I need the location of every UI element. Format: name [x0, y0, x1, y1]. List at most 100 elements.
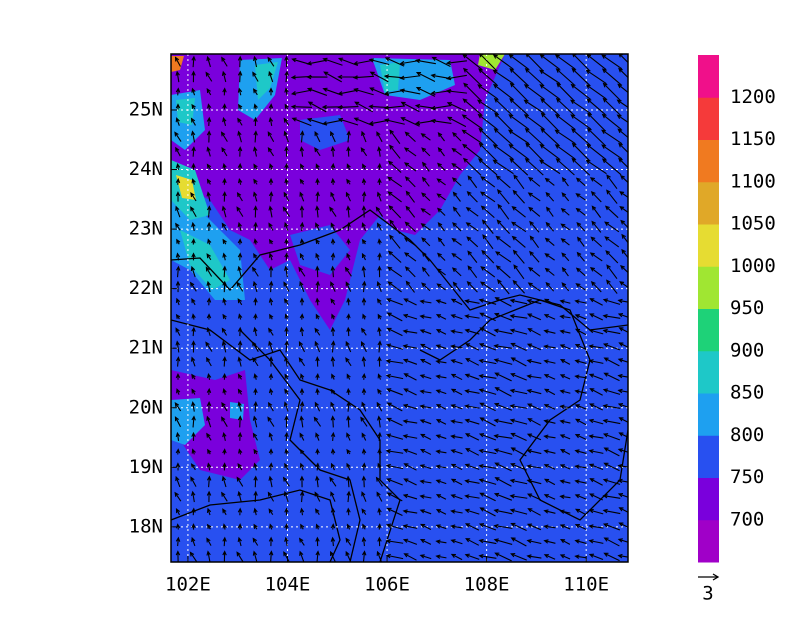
wind-arrow [346, 490, 351, 503]
wind-arrow [361, 536, 367, 547]
wind-arrow [478, 464, 497, 469]
wind-arrow [321, 119, 343, 126]
wind-arrow [464, 343, 480, 351]
wind-arrow [464, 418, 480, 425]
wind-arrow [315, 252, 320, 261]
wind-arrow [346, 163, 351, 170]
wind-arrow [508, 54, 529, 70]
wind-arrow [527, 328, 541, 336]
wind-arrow [268, 432, 273, 441]
wind-arrow [252, 88, 258, 96]
wind-arrow [603, 447, 620, 457]
wind-arrow [221, 146, 228, 157]
wind-arrow [330, 162, 336, 170]
wind-arrow [221, 416, 228, 427]
wind-arrow [283, 130, 289, 143]
wind-arrow [543, 359, 556, 364]
wind-arrow [175, 550, 181, 562]
wind-arrow [191, 162, 196, 170]
wind-arrow [606, 264, 618, 280]
wind-arrow [236, 191, 243, 202]
wind-arrow [237, 326, 243, 337]
wind-arrow [237, 507, 243, 516]
wind-arrow [419, 464, 432, 470]
wind-arrow [601, 129, 623, 145]
wind-arrow [267, 56, 275, 67]
wind-arrow [479, 191, 496, 203]
wind-arrow [399, 75, 421, 81]
wind-arrow [299, 238, 305, 245]
wind-arrow [237, 178, 243, 185]
wind-arrow [494, 462, 512, 472]
wind-arrow [574, 299, 587, 304]
wind-arrow [206, 462, 212, 471]
wind-arrow [315, 265, 320, 278]
wind-arrow [445, 74, 467, 81]
wind-arrow [206, 550, 211, 562]
wind-arrow [526, 313, 542, 321]
wind-arrow [253, 297, 258, 306]
wind-arrow [361, 387, 367, 395]
wind-arrow [237, 87, 243, 96]
wind-arrow [385, 359, 404, 364]
wind-arrow [539, 144, 560, 160]
wind-arrow [430, 104, 452, 111]
wind-arrow [435, 449, 447, 454]
wind-arrow [510, 537, 527, 547]
wind-arrow [191, 507, 196, 516]
wind-arrow [588, 463, 604, 471]
wind-arrow [268, 340, 274, 353]
wind-arrow [437, 252, 446, 261]
wind-arrow [346, 221, 351, 232]
wind-arrow [513, 174, 525, 190]
wind-arrow [559, 464, 571, 470]
wind-arrow [588, 418, 604, 425]
wind-arrow [330, 388, 336, 395]
wind-arrow [479, 417, 496, 427]
wind-arrow [492, 69, 514, 85]
wind-arrow [478, 298, 497, 305]
wind-arrow [466, 236, 479, 248]
wind-arrow [527, 192, 541, 202]
wind-arrow [524, 68, 544, 86]
wind-arrow [555, 158, 575, 176]
wind-arrow [601, 158, 622, 176]
wind-arrow [543, 464, 556, 470]
wind-arrow [465, 222, 479, 232]
wind-arrow [465, 448, 480, 456]
wind-arrow [450, 329, 463, 334]
wind-arrow [559, 359, 571, 365]
wind-arrow [236, 551, 244, 562]
wind-arrow [526, 388, 542, 395]
x-tick-label: 110E [563, 574, 609, 596]
wind-arrow [361, 356, 367, 367]
wind-arrow [405, 280, 415, 293]
wind-arrow [574, 449, 587, 454]
contour-fill [255, 62, 278, 100]
wind-arrow [526, 359, 542, 365]
wind-arrow [560, 238, 570, 246]
wind-arrow [385, 373, 404, 380]
wind-arrow [191, 431, 196, 441]
wind-arrow [361, 401, 367, 412]
wind-arrow [526, 374, 542, 379]
wind-arrow [509, 508, 528, 515]
y-tick-label: 19N [129, 456, 163, 478]
wind-arrow [252, 550, 258, 562]
wind-arrow [377, 373, 382, 380]
wind-arrow [575, 193, 586, 201]
colorbar-swatch [698, 266, 719, 309]
wind-arrow [284, 373, 289, 380]
wind-arrow [464, 553, 480, 560]
wind-arrow [403, 147, 417, 157]
wind-arrow [555, 68, 575, 86]
wind-arrow [478, 127, 498, 146]
wind-arrow [344, 266, 352, 277]
wind-arrow [252, 191, 258, 202]
wind-arrow [377, 431, 382, 441]
wind-arrow [606, 174, 618, 190]
wind-arrow [284, 340, 289, 353]
wind-arrow [497, 279, 510, 295]
wind-arrow [585, 69, 607, 85]
wind-arrow [496, 219, 510, 235]
